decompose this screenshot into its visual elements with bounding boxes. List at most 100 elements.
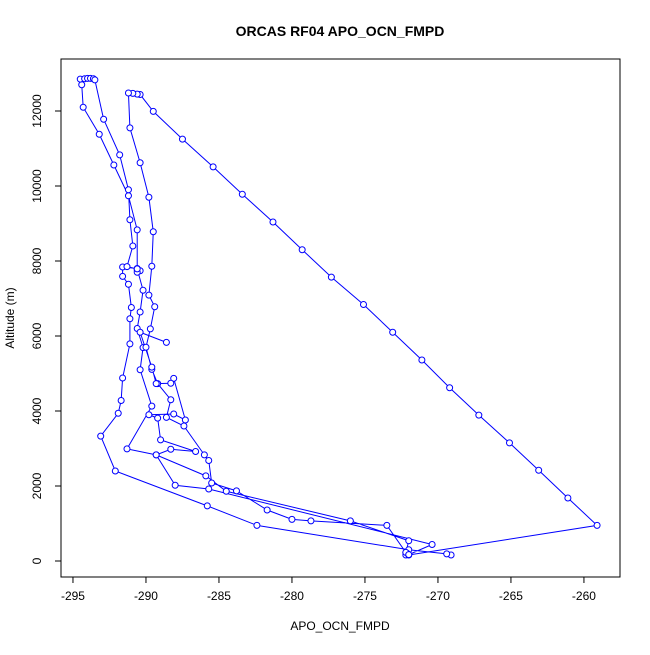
data-point bbox=[263, 506, 271, 514]
data-point bbox=[170, 410, 178, 418]
data-point bbox=[148, 402, 156, 410]
y-tick-label: 12000 bbox=[30, 94, 44, 128]
data-point bbox=[124, 192, 132, 200]
data-point bbox=[298, 246, 306, 254]
data-point bbox=[148, 262, 156, 270]
data-point bbox=[91, 76, 99, 84]
data-point bbox=[123, 445, 131, 453]
data-point bbox=[129, 242, 137, 250]
x-tick-label: -280 bbox=[280, 589, 304, 603]
data-point bbox=[505, 439, 513, 447]
data-point bbox=[162, 338, 170, 346]
data-point bbox=[145, 411, 153, 419]
data-point bbox=[405, 537, 413, 545]
data-point bbox=[288, 515, 296, 523]
data-point bbox=[133, 265, 141, 273]
data-point bbox=[428, 540, 436, 548]
data-point bbox=[154, 414, 162, 422]
data-point bbox=[269, 218, 277, 226]
data-point bbox=[119, 272, 127, 280]
data-point bbox=[203, 502, 211, 510]
data-point bbox=[123, 263, 131, 271]
data-point bbox=[151, 303, 159, 311]
data-point bbox=[307, 517, 315, 525]
y-tick-label: 6000 bbox=[30, 322, 44, 349]
x-tick-label: -285 bbox=[207, 589, 231, 603]
y-tick-label: 2000 bbox=[30, 472, 44, 499]
y-tick-label: 10000 bbox=[30, 169, 44, 203]
data-point bbox=[180, 422, 188, 430]
y-tick-label: 4000 bbox=[30, 397, 44, 424]
data-point bbox=[111, 467, 119, 475]
data-point bbox=[127, 304, 135, 312]
data-point bbox=[162, 413, 170, 421]
data-point bbox=[564, 494, 572, 502]
data-point bbox=[136, 308, 144, 316]
data-point bbox=[171, 481, 179, 489]
data-point bbox=[192, 447, 200, 455]
data-point bbox=[146, 325, 154, 333]
data-point bbox=[97, 432, 105, 440]
data-point bbox=[389, 328, 397, 336]
data-point bbox=[124, 89, 132, 97]
data-point bbox=[100, 115, 108, 123]
data-point bbox=[222, 487, 230, 495]
data-point bbox=[124, 280, 132, 288]
data-point bbox=[126, 216, 134, 224]
data-point bbox=[119, 374, 127, 382]
y-tick-label: 8000 bbox=[30, 247, 44, 274]
data-point bbox=[200, 451, 208, 459]
data-point bbox=[593, 521, 601, 529]
data-point bbox=[418, 356, 426, 364]
data-point bbox=[124, 186, 132, 194]
data-point bbox=[116, 151, 124, 159]
data-point bbox=[126, 340, 134, 348]
data-point bbox=[126, 315, 134, 323]
data-point bbox=[208, 479, 216, 487]
data-point bbox=[205, 485, 213, 493]
data-point bbox=[136, 366, 144, 374]
data-point bbox=[181, 416, 189, 424]
data-point bbox=[232, 487, 240, 495]
data-point bbox=[167, 396, 175, 404]
data-point bbox=[238, 190, 246, 198]
data-point bbox=[110, 161, 118, 169]
chart-title: ORCAS RF04 APO_OCN_FMPD bbox=[236, 23, 445, 39]
data-point bbox=[79, 103, 87, 111]
data-point bbox=[145, 193, 153, 201]
x-tick-label: -275 bbox=[353, 589, 377, 603]
data-point bbox=[149, 107, 157, 115]
data-point bbox=[78, 81, 86, 89]
data-point bbox=[152, 451, 160, 459]
data-point bbox=[327, 273, 335, 281]
data-point bbox=[133, 226, 141, 234]
data-point bbox=[202, 472, 210, 480]
data-point bbox=[149, 228, 157, 236]
x-axis-label: APO_OCN_FMPD bbox=[290, 619, 390, 633]
x-tick-label: -295 bbox=[61, 589, 85, 603]
data-point bbox=[95, 130, 103, 138]
data-point bbox=[446, 384, 454, 392]
data-point bbox=[126, 124, 134, 132]
data-point bbox=[136, 328, 144, 336]
data-point bbox=[205, 456, 213, 464]
data-point bbox=[139, 286, 147, 294]
x-tick-label: -260 bbox=[572, 589, 596, 603]
data-point bbox=[253, 521, 261, 529]
data-point bbox=[359, 301, 367, 309]
x-tick-label: -265 bbox=[499, 589, 523, 603]
x-tick-label: -290 bbox=[134, 589, 158, 603]
data-point bbox=[475, 411, 483, 419]
data-point bbox=[157, 436, 165, 444]
data-point bbox=[443, 550, 451, 558]
data-point bbox=[142, 343, 150, 351]
data-point bbox=[178, 135, 186, 143]
plot-frame bbox=[60, 58, 621, 578]
data-point bbox=[346, 517, 354, 525]
data-point bbox=[114, 409, 122, 417]
data-point bbox=[148, 363, 156, 371]
y-tick-label: 0 bbox=[30, 557, 44, 564]
data-point bbox=[209, 163, 217, 171]
data-point bbox=[152, 380, 160, 388]
